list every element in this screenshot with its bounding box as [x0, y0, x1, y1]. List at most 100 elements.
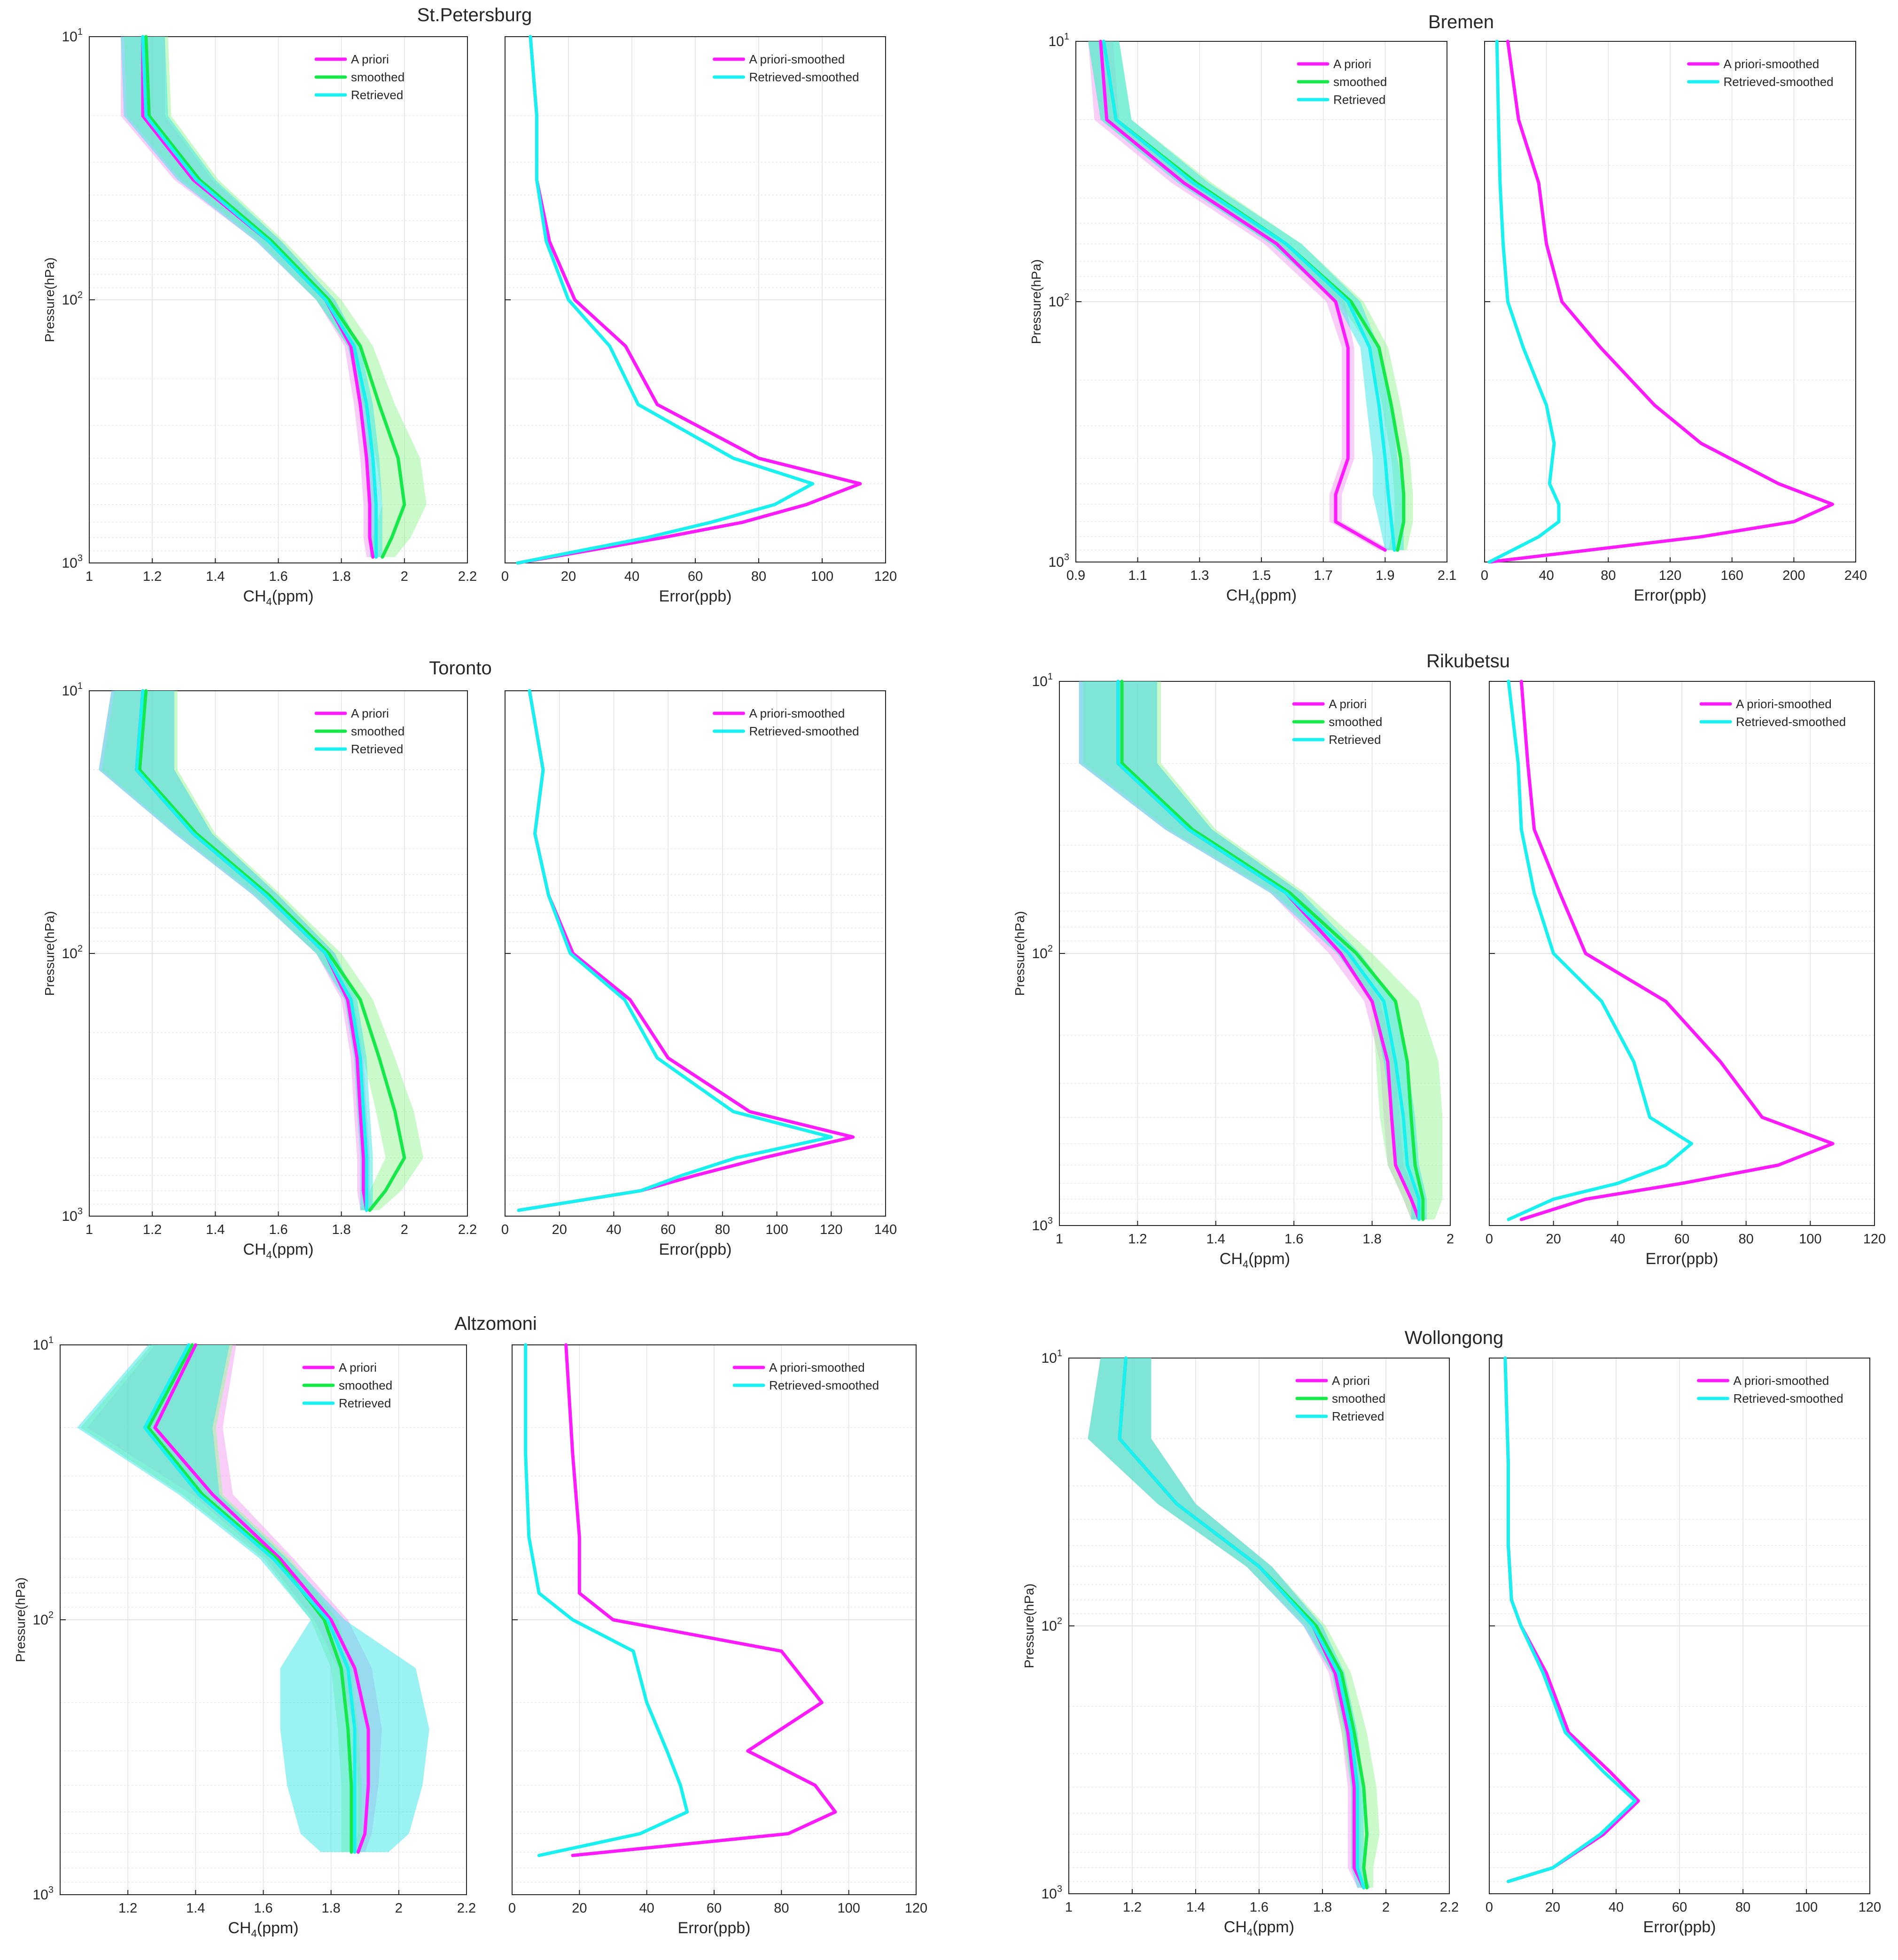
- x-tick-label: 1.5: [1252, 568, 1271, 583]
- x-tick-label: 60: [1672, 1900, 1687, 1915]
- legend-label: Retrieved: [1332, 1409, 1384, 1423]
- x-tick-label: 1: [1056, 1232, 1063, 1247]
- x-tick-label: 1: [86, 1222, 93, 1237]
- x-tick-label: 60: [707, 1901, 722, 1916]
- x-tick-label: 0.9: [1066, 568, 1085, 583]
- x-tick-label: 240: [1844, 568, 1867, 583]
- x-tick-label: 80: [1735, 1900, 1750, 1915]
- chart-title: St.Petersburg: [417, 5, 532, 25]
- legend-label: smoothed: [1329, 715, 1382, 729]
- x-tick-label: 0: [501, 569, 509, 584]
- legend-label: A priori: [339, 1360, 377, 1374]
- legend-label: A priori: [1333, 57, 1371, 71]
- x-axis-label: Error(ppb): [659, 1241, 732, 1258]
- y-axis-label: Pressure(hPa): [1022, 1584, 1036, 1669]
- x-tick-label: 1: [1065, 1900, 1073, 1915]
- series-line-retrieved-smoothed: [1487, 39, 1561, 564]
- y-tick-label: 102: [33, 1610, 54, 1628]
- series-line-retrieved-smoothed: [1507, 679, 1693, 1221]
- x-tick-label: 1.2: [1128, 1232, 1147, 1247]
- series-line-retrieved-smoothed: [516, 35, 815, 565]
- y-tick-label: 101: [1032, 672, 1053, 689]
- x-axis-label: CH4(ppm): [228, 1919, 298, 1939]
- x-tick-label: 40: [1610, 1232, 1625, 1247]
- x-tick-label: 1.2: [1123, 1900, 1142, 1915]
- x-tick-label: 20: [552, 1222, 567, 1237]
- x-axis-label: CH4(ppm): [243, 1241, 313, 1261]
- x-axis-label: Error(ppb): [1646, 1250, 1719, 1268]
- legend-label: A priori-smoothed: [749, 706, 845, 720]
- legend-label: smoothed: [351, 70, 404, 84]
- profile-panel: 1 1.2 1.4 1.6 1.8 2 2.2 101 102 103 Pressure(hPa) C…: [1022, 1348, 1459, 1938]
- legend-label: smoothed: [1332, 1391, 1385, 1406]
- chart-title: Bremen: [1428, 12, 1494, 32]
- x-tick-label: 140: [874, 1222, 897, 1237]
- y-tick-label: 101: [62, 27, 83, 45]
- x-tick-label: 2.2: [458, 1222, 477, 1237]
- legend-label: A priori-smoothed: [769, 1360, 865, 1374]
- x-axis-label: Error(ppb): [659, 587, 732, 605]
- x-tick-label: 1.8: [322, 1901, 341, 1916]
- x-tick-label: 20: [561, 569, 576, 584]
- x-tick-label: 1.4: [206, 569, 225, 584]
- x-tick-label: 1.7: [1314, 568, 1333, 583]
- chart-title: Altzomoni: [454, 1313, 537, 1334]
- legend-label: Retrieved: [1329, 733, 1381, 747]
- series-line-retrieved: [1118, 1356, 1366, 1890]
- y-tick-label: 102: [1049, 292, 1070, 310]
- x-tick-label: 1.3: [1190, 568, 1209, 583]
- y-tick-label: 102: [62, 944, 83, 961]
- x-tick-label: 1.2: [143, 1222, 162, 1237]
- chart-title: Wollongong: [1405, 1327, 1504, 1348]
- y-tick-label: 103: [1032, 1216, 1053, 1234]
- series-line-retrieved: [1116, 679, 1421, 1221]
- series-line-smoothed: [1120, 679, 1425, 1221]
- x-axis-label: Error(ppb): [1634, 586, 1707, 604]
- chart-title: Rikubetsu: [1426, 651, 1510, 672]
- band-smoothed: [1088, 41, 1413, 550]
- series-line-retrieved: [143, 1343, 357, 1854]
- x-tick-label: 80: [715, 1222, 730, 1237]
- x-tick-label: 1.6: [1284, 1232, 1303, 1247]
- y-tick-label: 103: [1042, 1884, 1063, 1902]
- x-tick-label: 40: [624, 569, 639, 584]
- x-tick-label: 120: [905, 1901, 927, 1916]
- x-tick-label: 1: [86, 569, 93, 584]
- x-tick-label: 2: [1382, 1900, 1390, 1915]
- series-line-a-priori: [1099, 39, 1387, 552]
- x-tick-label: 1.9: [1376, 568, 1394, 583]
- x-tick-label: 2.2: [1440, 1900, 1459, 1915]
- profile-panel: 1 1.2 1.4 1.6 1.8 2 101 102 103 Pressure(hPa) CH4(…: [1012, 672, 1454, 1270]
- x-tick-label: 120: [1859, 1900, 1881, 1915]
- series-line-retrieved: [135, 689, 368, 1212]
- legend-label: Retrieved-smoothed: [1734, 1391, 1844, 1406]
- x-tick-label: 1.8: [332, 1222, 351, 1237]
- legend-label: A priori-smoothed: [1736, 697, 1832, 711]
- legend-label: A priori: [1332, 1374, 1370, 1388]
- legend-label: Retrieved-smoothed: [1736, 715, 1846, 729]
- x-tick-label: 160: [1720, 568, 1743, 583]
- y-tick-label: 103: [1049, 552, 1070, 570]
- chart-title: Toronto: [429, 658, 491, 679]
- series-line-a-priori: [141, 35, 375, 559]
- legend-label: A priori: [1329, 697, 1367, 711]
- chart-bremen: Bremen 0.9 1.1 1.3 1.5 1.7 1.9 2.1 101 102 103 Pres…: [1029, 12, 1867, 607]
- y-tick-label: 102: [1042, 1616, 1063, 1634]
- x-tick-label: 20: [1546, 1232, 1561, 1247]
- x-axis-label: CH4(ppm): [1224, 1918, 1294, 1938]
- x-axis-label: CH4(ppm): [243, 587, 313, 608]
- x-tick-label: 0: [1486, 1232, 1493, 1247]
- series-line-a-priori: [153, 1343, 370, 1854]
- x-tick-label: 60: [1674, 1232, 1689, 1247]
- y-axis-label: Pressure(hPa): [1029, 259, 1043, 344]
- x-tick-label: 40: [1609, 1900, 1624, 1915]
- profile-panel: 1.2 1.4 1.6 1.8 2 2.2 101 102 103 Pressure(hPa) CH…: [13, 1335, 476, 1939]
- series-line-smoothed: [1118, 1356, 1369, 1890]
- band-retrieved: [77, 1345, 429, 1852]
- x-tick-label: 1.6: [269, 1222, 288, 1237]
- band-retrieved: [1088, 1358, 1370, 1888]
- legend-label: Retrieved-smoothed: [749, 724, 859, 738]
- x-tick-label: 1.4: [1186, 1900, 1205, 1915]
- profile-panel: 0.9 1.1 1.3 1.5 1.7 1.9 2.1 101 102 103 Pressure(h…: [1029, 31, 1456, 607]
- band-retrieved: [1079, 681, 1427, 1220]
